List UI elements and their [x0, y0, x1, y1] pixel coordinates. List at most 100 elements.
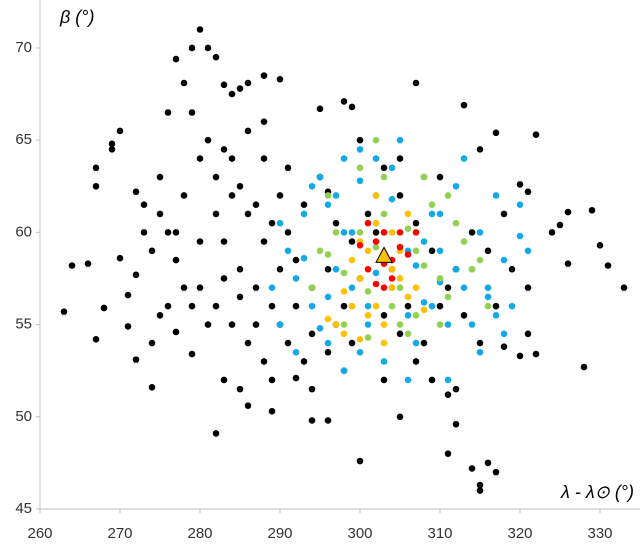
point: [204, 321, 212, 328]
point: [460, 238, 468, 245]
point: [452, 385, 460, 393]
point: [148, 247, 156, 255]
point: [260, 155, 268, 162]
point: [164, 229, 172, 236]
point: [492, 468, 500, 476]
point: [452, 219, 460, 227]
point: [236, 293, 244, 301]
point: [276, 265, 284, 273]
point: [220, 81, 228, 89]
point: [380, 312, 388, 319]
point: [252, 284, 260, 291]
point: [228, 155, 236, 162]
point: [532, 350, 540, 358]
x-tick-label: 260: [27, 525, 52, 542]
point: [452, 420, 460, 428]
point: [428, 302, 436, 310]
point: [292, 348, 300, 356]
point: [420, 173, 428, 181]
point: [364, 265, 372, 273]
point: [276, 219, 284, 227]
point: [284, 247, 292, 255]
point: [444, 321, 452, 328]
point: [452, 182, 460, 190]
point: [164, 109, 172, 116]
point: [308, 417, 316, 424]
point: [428, 376, 436, 384]
point: [332, 321, 340, 328]
point: [148, 339, 156, 347]
y-tick-label: 45: [15, 500, 32, 517]
point: [268, 407, 276, 415]
point: [580, 363, 588, 371]
point: [364, 247, 372, 255]
point: [276, 76, 284, 83]
point: [276, 321, 284, 328]
point: [404, 293, 412, 301]
point: [116, 127, 124, 135]
point: [332, 265, 340, 273]
point: [332, 229, 340, 236]
point: [500, 256, 508, 264]
point: [92, 182, 100, 190]
point: [380, 210, 388, 218]
point: [132, 188, 140, 196]
point: [476, 256, 484, 264]
point: [492, 312, 500, 319]
point: [428, 247, 436, 255]
point: [596, 241, 604, 249]
point: [364, 210, 372, 218]
point: [228, 321, 236, 328]
point: [140, 201, 148, 209]
point: [108, 140, 116, 148]
point: [516, 232, 524, 240]
point: [172, 229, 180, 236]
point: [268, 219, 276, 227]
point: [420, 339, 428, 347]
point: [324, 315, 332, 323]
y-tick-label: 55: [15, 316, 32, 333]
point: [212, 210, 220, 218]
point: [364, 312, 372, 319]
point: [516, 352, 524, 360]
point: [380, 229, 388, 236]
point: [92, 336, 100, 343]
point: [348, 238, 356, 245]
point: [260, 72, 268, 79]
point: [188, 350, 196, 358]
point: [452, 265, 460, 273]
point: [196, 238, 204, 245]
point: [396, 136, 404, 144]
point: [300, 201, 308, 209]
point: [436, 321, 444, 328]
point: [388, 302, 396, 310]
point: [428, 210, 436, 218]
point: [244, 339, 252, 347]
point: [556, 221, 564, 229]
point: [324, 348, 332, 356]
point: [548, 229, 556, 236]
point: [300, 358, 308, 365]
point: [188, 302, 196, 310]
point: [220, 238, 228, 245]
point: [348, 229, 356, 236]
point: [340, 269, 348, 277]
point: [444, 450, 452, 457]
point: [220, 146, 228, 153]
point: [500, 343, 508, 351]
point: [244, 127, 252, 135]
point: [380, 164, 388, 172]
point: [380, 358, 388, 365]
point: [412, 247, 420, 255]
point: [292, 302, 300, 310]
point: [532, 131, 540, 138]
point: [196, 26, 204, 33]
point: [468, 265, 476, 273]
point: [196, 284, 204, 291]
point: [148, 383, 156, 391]
point: [380, 321, 388, 328]
y-tick-label: 65: [15, 131, 32, 148]
y-axis-title: β (°): [59, 7, 94, 27]
